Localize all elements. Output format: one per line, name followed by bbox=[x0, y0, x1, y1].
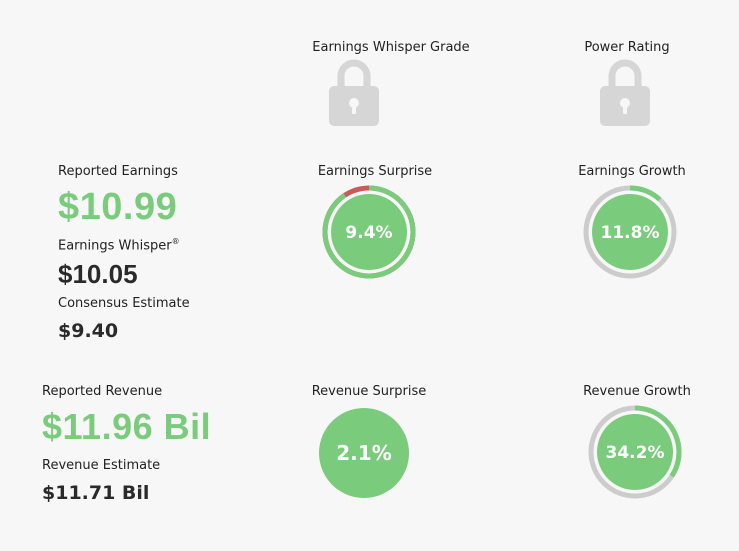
earnings-surprise-label: Earnings Surprise bbox=[317, 164, 433, 179]
consensus-estimate-value: $9.40 bbox=[58, 320, 119, 342]
revenue-surprise-label: Revenue Surprise bbox=[311, 384, 427, 399]
revenue-growth-gauge: 34.2% bbox=[587, 404, 683, 504]
earnings-whisper-label: Earnings Whisper® bbox=[58, 237, 180, 254]
revenue-estimate-label: Revenue Estimate bbox=[42, 458, 161, 473]
earnings-surprise-disc bbox=[331, 194, 407, 270]
revenue-growth-arc bbox=[588, 405, 682, 499]
revenue-growth-value: 34.2% bbox=[606, 443, 665, 463]
reported-earnings-label: Reported Earnings bbox=[58, 164, 178, 179]
earnings-growth-label: Earnings Growth bbox=[578, 164, 686, 179]
revenue-growth-disc bbox=[597, 414, 673, 490]
revenue-growth-label: Revenue Growth bbox=[583, 384, 691, 399]
reported-revenue-label: Reported Revenue bbox=[42, 384, 163, 399]
earnings-surprise-arc bbox=[322, 185, 416, 279]
revenue-surprise-disc bbox=[319, 408, 409, 498]
earnings-growth-value: 11.8% bbox=[601, 223, 660, 243]
registered-mark: ® bbox=[171, 237, 180, 246]
revenue-surprise-value: 2.1% bbox=[336, 441, 391, 465]
reported-revenue-value: $11.96 Bil bbox=[42, 406, 212, 447]
revenue-estimate-value: $11.71 Bil bbox=[42, 482, 150, 504]
earnings-surprise-gauge: 9.4% bbox=[321, 184, 417, 284]
earnings-growth-disc bbox=[592, 194, 668, 270]
earnings-growth-gauge: 11.8% bbox=[582, 184, 678, 284]
lock-icon bbox=[598, 58, 652, 130]
earnings-whisper-value: $10.05 bbox=[58, 259, 138, 289]
earnings-whisper-grade-label: Earnings Whisper Grade bbox=[312, 40, 470, 55]
earnings-growth-arc bbox=[583, 185, 677, 279]
earnings-surprise-value: 9.4% bbox=[345, 223, 392, 243]
consensus-estimate-label: Consensus Estimate bbox=[58, 296, 190, 311]
power-rating-label: Power Rating bbox=[584, 40, 670, 55]
revenue-surprise-gauge: 2.1% bbox=[317, 406, 411, 504]
lock-icon bbox=[327, 58, 381, 130]
reported-earnings-value: $10.99 bbox=[58, 186, 178, 228]
